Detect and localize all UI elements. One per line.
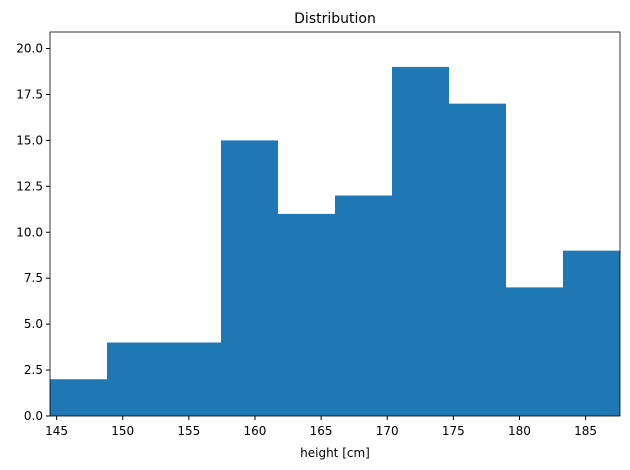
x-tick-label: 170: [376, 424, 399, 438]
histogram-bar: [221, 140, 278, 416]
plot-frame: [49, 31, 621, 417]
y-tick-label: 2.5: [24, 363, 43, 377]
x-axis-label: height [cm]: [300, 446, 370, 460]
x-tick-label: 180: [508, 424, 531, 438]
histogram-bar: [164, 342, 221, 416]
histogram-bar: [449, 103, 506, 416]
histogram-bar: [278, 213, 335, 416]
x-tick-label: 150: [111, 424, 134, 438]
chart-title: Distribution: [294, 11, 376, 27]
histogram-bar: [392, 66, 449, 416]
y-tick-label: 5.0: [24, 317, 43, 331]
x-tick-label: 175: [442, 424, 465, 438]
histogram-bar: [563, 250, 620, 416]
y-tick-label: 17.5: [16, 87, 43, 101]
y-tick-label: 20.0: [16, 42, 43, 56]
histogram-bar: [506, 287, 563, 416]
y-tick-label: 12.5: [16, 179, 43, 193]
histogram-bar: [107, 342, 164, 416]
x-tick-label: 155: [177, 424, 200, 438]
y-tick-label: 0.0: [24, 409, 43, 423]
y-tick-label: 10.0: [16, 225, 43, 239]
x-tick-label: 160: [244, 424, 267, 438]
x-tick-label: 185: [574, 424, 597, 438]
y-tick-label: 7.5: [24, 271, 43, 285]
histogram-bar: [50, 379, 107, 416]
y-tick-label: 15.0: [16, 133, 43, 147]
histogram-bar: [335, 195, 392, 416]
x-tick-label: 165: [310, 424, 333, 438]
x-tick-label: 145: [45, 424, 68, 438]
